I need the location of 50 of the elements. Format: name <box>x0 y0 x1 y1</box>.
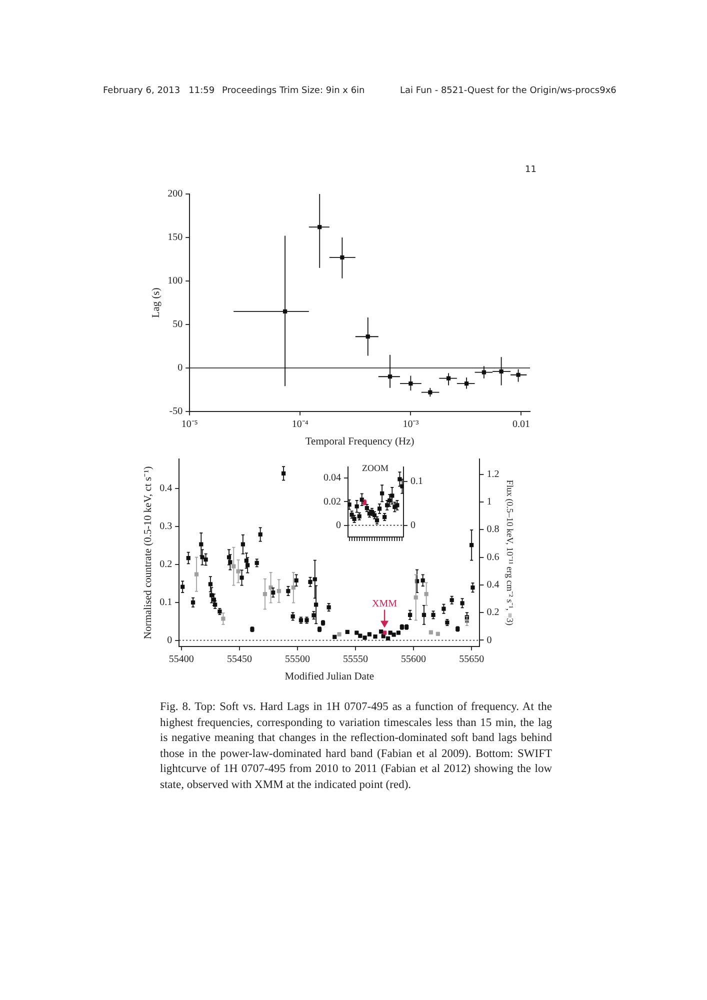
point <box>400 484 404 488</box>
point <box>348 502 352 507</box>
x-tick-label: 10⁻⁵ <box>181 419 198 430</box>
y2-tick-label: 0 <box>410 520 416 531</box>
y-tick-label: 150 <box>168 232 183 244</box>
y-tick-label: 0 <box>336 520 341 531</box>
y-tick-label: 0.4 <box>160 483 172 494</box>
y2-tick-label: 1.2 <box>486 468 500 480</box>
text: Lai Fun - 8521-Quest for the Origin/ws-procs9x6 <box>400 86 616 96</box>
y2-tick-label: 0 <box>486 634 492 646</box>
text: Proceedings Trim Size: 9in x 6in <box>222 86 365 96</box>
text: February 6, 2013 11:59 <box>103 86 215 96</box>
y2-tick-label: 0.8 <box>486 524 500 536</box>
y-tick-label: 0.02 <box>324 496 341 508</box>
y-tick-label: 0.3 <box>160 521 172 532</box>
y-tick-label: 0.2 <box>160 559 172 570</box>
y-tick-label: 200 <box>168 188 183 200</box>
x-tick-label: 55650 <box>459 654 484 666</box>
y-axis-title: Normalised countrate (0.5-10 keV, ct s⁻¹) <box>143 466 154 640</box>
point <box>221 616 226 621</box>
x-tick-label: 0.01 <box>512 419 530 430</box>
y2-tick-label: 0.2 <box>486 607 500 618</box>
x-tick-label: 55600 <box>401 654 426 666</box>
x-tick-label: 10⁻³ <box>402 419 419 430</box>
y2-tick-label: 1 <box>486 496 492 508</box>
point <box>236 569 240 574</box>
y-tick-label: 100 <box>168 276 183 287</box>
text: 11 <box>525 165 536 175</box>
y-tick-label: 0.04 <box>324 472 341 484</box>
y-tick-label: 0 <box>167 634 172 646</box>
point <box>398 477 402 482</box>
x-tick-label: 55400 <box>168 654 194 666</box>
x-tick-label: 55550 <box>343 654 368 666</box>
y-axis-title: Lag (s) <box>151 287 162 318</box>
x-tick-label: 55500 <box>284 654 310 666</box>
x-axis-title: Temporal Frequency (Hz) <box>305 436 415 448</box>
x-tick-label: 10⁻⁴ <box>292 419 309 430</box>
y2-tick-label: 0.4 <box>486 580 500 591</box>
annotation: ZOOM <box>362 463 388 473</box>
y-tick-label: 0.1 <box>160 597 172 608</box>
x-axis-title: Modified Julian Date <box>284 671 374 682</box>
y-tick-label: 50 <box>172 319 183 330</box>
annotation: XMM <box>372 598 398 610</box>
y2-tick-label: 0.6 <box>486 552 500 563</box>
y-tick-label: -50 <box>169 406 183 418</box>
caption: Fig. 8. Top: Soft vs. Hard Lags in 1H 0707-495 as a function of frequency. At the highest frequencies, corresponding to variation timescales less than 15 min, the lag is negative meaning that changes in the reflection-dominated soft band lags behind those in the power-law-dominated hard band (Fabian et al 2009). Bottom: SWIFT lightcurve of 1H 0707-495 from 2010 to 2011 (Fabian et al 2012) showing the low state, observed with XMM at the indicated point (red). <box>160 700 552 792</box>
y2-tick-label: 0.1 <box>410 476 423 487</box>
y-tick-label: 0 <box>178 362 183 374</box>
x-tick-label: 55450 <box>226 654 252 666</box>
y2-axis-title: Flux (0.5–10 keV, 10⁻¹¹ erg cm⁻² s⁻¹, =3) <box>505 480 516 626</box>
